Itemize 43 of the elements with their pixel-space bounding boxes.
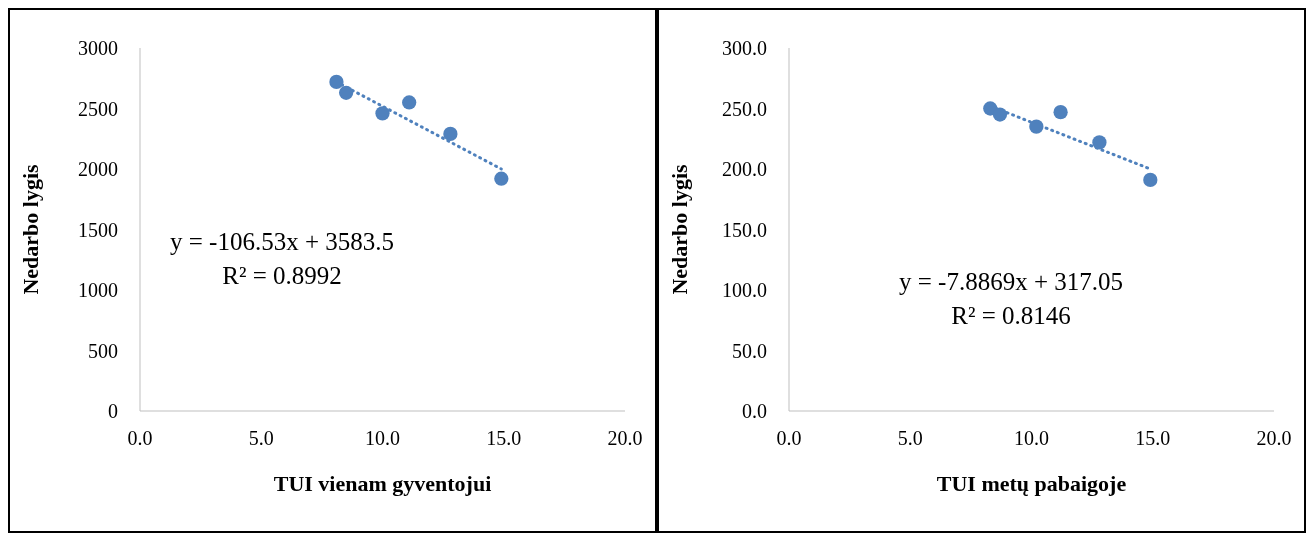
point (1053, 105, 1068, 120)
x-tick-label: 0.0 (776, 427, 802, 450)
point (1092, 135, 1107, 150)
y-tick-label: 200.0 (722, 158, 767, 181)
y-tick-label: 50.0 (732, 339, 767, 362)
x-tick-label: 5.0 (897, 427, 923, 450)
x-tick-label: 20.0 (607, 427, 643, 450)
y-tick-label: 500 (88, 339, 118, 362)
y-tick-label: 2500 (78, 97, 118, 120)
x-tick-label: 5.0 (248, 427, 274, 450)
y-tick-label: 100.0 (722, 279, 767, 302)
x-tick-label: 0.0 (127, 427, 153, 450)
point (443, 126, 458, 142)
annotation: y = -106.53x + 3583.5 (170, 227, 395, 257)
y-tick-label: 250.0 (722, 97, 767, 120)
x-axis-title: TUI metų pabaigoje (936, 471, 1127, 496)
x-tick-label: 15.0 (486, 427, 522, 450)
y-tick-label: 300.0 (722, 37, 767, 60)
y-tick-label: 2000 (78, 158, 118, 181)
y-axis-title: Nedarbo lygis (666, 163, 692, 295)
point (338, 85, 354, 100)
y-tick-label: 0 (108, 400, 118, 423)
annotation: R² = 0.8146 (950, 301, 1072, 331)
point (992, 107, 1008, 122)
point (402, 95, 417, 110)
y-tick-label: 150.0 (722, 218, 767, 241)
x-tick-label: 10.0 (365, 427, 400, 450)
annotation: y = -7.8869x + 317.05 (899, 267, 1124, 297)
y-tick-label: 1000 (78, 279, 118, 302)
x-tick-label: 15.0 (1135, 427, 1171, 450)
point (1029, 119, 1044, 134)
y-tick-label: 1500 (78, 218, 118, 241)
y-axis-title: Nedarbo lygis (17, 163, 43, 295)
point (375, 106, 390, 121)
x-tick-label: 10.0 (1014, 427, 1049, 450)
point (494, 171, 509, 186)
point (329, 74, 344, 89)
x-axis-title: TUI vienam gyventojui (273, 471, 492, 496)
y-tick-label: 3000 (78, 37, 118, 60)
annotation: R² = 0.8992 (221, 261, 343, 291)
x-tick-label: 20.0 (1256, 427, 1292, 450)
point (1143, 172, 1158, 188)
y-tick-label: 0.0 (742, 400, 767, 423)
